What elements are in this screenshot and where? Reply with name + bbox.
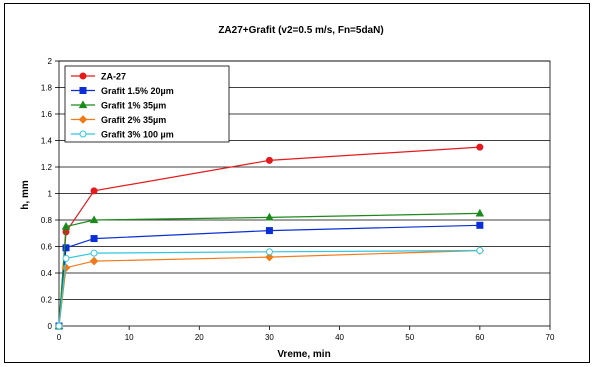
y-tick-label: 1.8	[41, 84, 53, 93]
y-tick-label: 0.6	[41, 243, 53, 252]
data-point	[265, 156, 273, 164]
data-point	[61, 263, 71, 273]
data-point	[265, 212, 274, 221]
data-point	[78, 115, 88, 124]
y-axis-label: h, mm	[20, 180, 31, 210]
y-tick-label: 0.8	[41, 216, 53, 225]
data-point	[476, 246, 484, 254]
legend: ZA-27 Grafit 1.5% 20µm Grafit 1% 35µm Grafi…	[64, 65, 230, 143]
chart-title: ZA27+Grafit (v2=0.5 m/s, Fn=5daN)	[218, 25, 383, 36]
x-tick-label: 40	[335, 333, 344, 342]
data-point	[476, 221, 484, 229]
legend-label: Grafit 1.5% 20µm	[101, 86, 174, 96]
x-axis-label: Vreme, min	[277, 349, 330, 360]
data-point	[79, 72, 87, 80]
data-point	[90, 249, 98, 257]
data-point	[62, 254, 70, 262]
data-point	[78, 100, 88, 109]
x-tick-label: 10	[125, 333, 134, 342]
legend-label: ZA-27	[101, 72, 126, 82]
series-line	[58, 249, 480, 327]
y-tick-label: 2	[48, 57, 53, 66]
data-point	[90, 187, 98, 195]
chart-svg: ZA27+Grafit (v2=0.5 m/s, Fn=5daN) h, mm …	[20, 25, 555, 360]
legend-label: Grafit 2% 35µm	[101, 115, 166, 125]
x-tick-label: 60	[475, 333, 484, 342]
legend-label: Grafit 1% 35µm	[101, 101, 166, 111]
x-tick-label: 20	[195, 333, 204, 342]
data-point	[79, 87, 87, 94]
data-point	[475, 208, 485, 217]
data-point	[89, 256, 99, 266]
x-tick-label: 50	[405, 333, 414, 342]
y-tick-label: 0.4	[41, 269, 53, 278]
legend-label: Grafit 3% 100 µm	[101, 130, 174, 140]
legend-box	[64, 65, 230, 143]
data-point	[265, 248, 273, 256]
series-2	[55, 221, 484, 330]
y-tick-label: 1.4	[41, 137, 53, 146]
y-tick-label: 0	[48, 322, 53, 331]
data-point	[476, 143, 484, 151]
series-line	[58, 249, 480, 327]
data-point	[265, 227, 273, 235]
x-tick-label: 30	[265, 333, 274, 342]
data-point	[265, 252, 274, 262]
y-tick-label: 1	[48, 190, 53, 199]
series-4	[54, 246, 485, 331]
y-tick-label: 1.2	[41, 163, 53, 172]
data-point	[89, 215, 99, 224]
data-point	[61, 221, 71, 230]
data-point	[62, 244, 70, 252]
y-tick-label: 0.2	[41, 296, 53, 305]
chart-frame: ZA27+Grafit (v2=0.5 m/s, Fn=5daN) h, mm …	[4, 3, 590, 363]
axes: 00.20.40.60.811.21.41.61.820 10 20 30 40 50 60…	[41, 57, 555, 342]
x-tick-label: 70	[546, 333, 555, 342]
series-5	[55, 246, 484, 330]
data-point	[55, 322, 63, 330]
series-line	[58, 224, 480, 327]
x-tick-label: 0	[57, 333, 62, 342]
series-layer	[54, 143, 485, 331]
data-point	[90, 235, 98, 243]
data-point	[79, 130, 87, 138]
y-tick-label: 1.6	[41, 110, 53, 119]
series-1	[55, 143, 484, 330]
